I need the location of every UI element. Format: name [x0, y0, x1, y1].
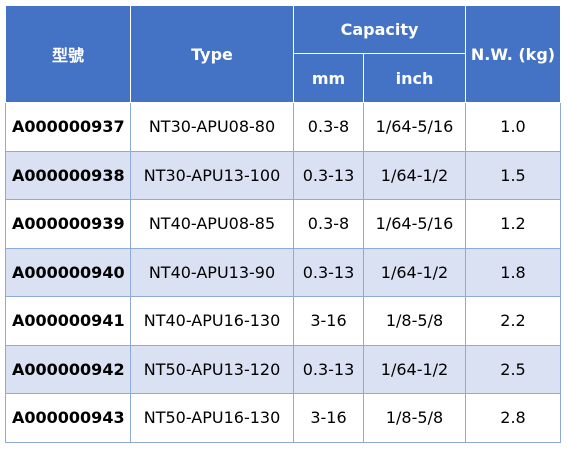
table-body: A000000937 NT30-APU08-80 0.3-8 1/64-5/16 1.0… — [5, 102, 561, 443]
table-row: A000000939 NT40-APU08-85 0.3-8 1/64-5/16 1.2 — [5, 199, 561, 249]
table-row: A000000938 NT30-APU13-100 0.3-13 1/64-1/2 1.… — [5, 150, 561, 200]
table-cell: 3-16 — [293, 393, 364, 443]
table-cell: NT30-APU08-80 — [130, 102, 294, 152]
table-cell: 0.3-13 — [293, 344, 364, 394]
table-cell: 0.3-8 — [293, 199, 364, 249]
table-cell: 2.8 — [465, 393, 561, 443]
table-cell: 1/8-5/8 — [363, 296, 466, 346]
table-cell: NT30-APU13-100 — [130, 150, 294, 200]
table-cell: 1/64-1/2 — [363, 150, 466, 200]
table-row: A000000941 NT40-APU16-130 3-16 1/8-5/8 2.2 — [5, 296, 561, 346]
header-cell: inch — [363, 53, 466, 103]
table-cell: 1/64-1/2 — [363, 344, 466, 394]
header-cell: Type — [130, 5, 294, 103]
table-cell: 1/8-5/8 — [363, 393, 466, 443]
table-cell: 1/64-1/2 — [363, 247, 466, 297]
table-cell: NT40-APU13-90 — [130, 247, 294, 297]
table-cell: 0.3-8 — [293, 102, 364, 152]
table-cell: 1.5 — [465, 150, 561, 200]
model-cell: A000000941 — [5, 296, 131, 346]
table-cell: 2.5 — [465, 344, 561, 394]
table-cell: 0.3-13 — [293, 150, 364, 200]
model-cell: A000000938 — [5, 150, 131, 200]
table-row: A000000943 NT50-APU16-130 3-16 1/8-5/8 2.8 — [5, 393, 561, 443]
table-cell: 1.8 — [465, 247, 561, 297]
table-cell: NT40-APU08-85 — [130, 199, 294, 249]
model-cell: A000000939 — [5, 199, 131, 249]
table-cell: 3-16 — [293, 296, 364, 346]
header-cell: mm — [293, 53, 364, 103]
table-cell: 1.2 — [465, 199, 561, 249]
model-cell: A000000942 — [5, 344, 131, 394]
table-cell: 0.3-13 — [293, 247, 364, 297]
table-row: A000000937 NT30-APU08-80 0.3-8 1/64-5/16 1.0 — [5, 102, 561, 152]
table-cell: 1/64-5/16 — [363, 199, 466, 249]
header-cell: Capacity — [293, 5, 466, 54]
model-cell: A000000940 — [5, 247, 131, 297]
table-cell: NT50-APU13-120 — [130, 344, 294, 394]
table-cell: 1/64-5/16 — [363, 102, 466, 152]
table-row: A000000940 NT40-APU13-90 0.3-13 1/64-1/2 1.8 — [5, 247, 561, 297]
spec-table: 型號 Type Capacity N.W. (kg) mm inch A0000… — [5, 5, 561, 443]
table-row: A000000942 NT50-APU13-120 0.3-13 1/64-1/2 2.… — [5, 344, 561, 394]
header-cell: 型號 — [5, 5, 131, 103]
model-cell: A000000943 — [5, 393, 131, 443]
model-cell: A000000937 — [5, 102, 131, 152]
table-cell: NT50-APU16-130 — [130, 393, 294, 443]
header-cell: N.W. (kg) — [465, 5, 561, 103]
table-cell: NT40-APU16-130 — [130, 296, 294, 346]
table-cell: 2.2 — [465, 296, 561, 346]
table-cell: 1.0 — [465, 102, 561, 152]
